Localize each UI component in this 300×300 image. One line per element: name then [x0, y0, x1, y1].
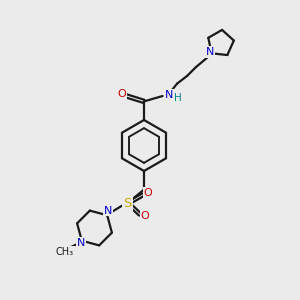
Text: H: H — [174, 93, 182, 103]
Text: N: N — [206, 47, 214, 57]
Text: N: N — [104, 206, 112, 216]
Text: O: O — [143, 188, 152, 198]
Text: N: N — [164, 89, 173, 100]
Text: S: S — [123, 196, 132, 210]
Text: CH₃: CH₃ — [56, 247, 74, 257]
Text: O: O — [118, 88, 127, 99]
Text: N: N — [77, 238, 86, 248]
Text: O: O — [140, 211, 149, 221]
